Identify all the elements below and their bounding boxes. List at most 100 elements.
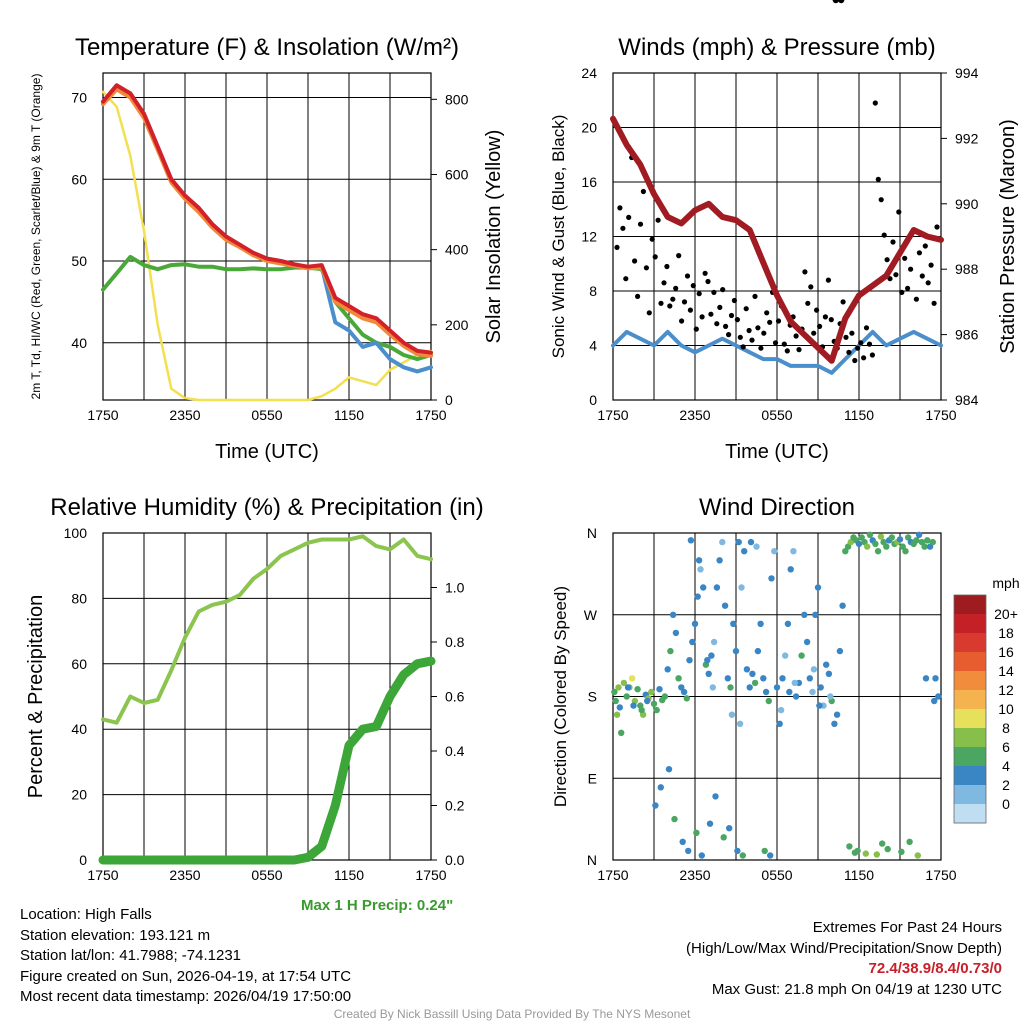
wind-ytick-label: 0 <box>589 392 597 408</box>
humidity-precip-panel: 0 20 40 60 80 100 0.0 0.2 0.4 0.6 0.8 1.0 1750 2350 05… <box>25 494 484 883</box>
colorbar-label: 16 <box>998 644 1014 660</box>
dir-point <box>630 702 637 709</box>
dir-xtick-label: 1750 <box>925 867 956 883</box>
wind-gust-point <box>902 255 908 261</box>
colorbar-swatch <box>954 633 986 653</box>
location-text: Location: High Falls <box>20 906 152 923</box>
dir-point <box>665 766 673 773</box>
dir-point <box>628 675 636 682</box>
dir-point <box>812 611 819 618</box>
wind-gust-point <box>931 300 937 306</box>
dir-point <box>921 543 928 550</box>
wind-yrtick-label: 990 <box>955 196 979 212</box>
wind-gust-point <box>893 272 899 278</box>
extremes-subtitle: (High/Low/Max Wind/Precipitation/Snow De… <box>686 939 1002 957</box>
colorbar-label: 12 <box>998 682 1014 698</box>
wind-gust-point <box>743 306 749 312</box>
dir-point <box>710 638 718 646</box>
wind-gust-point <box>881 232 887 238</box>
wind-gust-point <box>793 333 799 339</box>
wind-gust-point <box>661 280 667 286</box>
wind-ytick-label: 4 <box>589 338 597 354</box>
dir-ylabel: Direction (Colored By Speed) <box>551 586 570 807</box>
rh-series-precipitation <box>98 656 436 865</box>
wind-gust-point <box>919 273 925 279</box>
wind-ytick-label: 20 <box>581 120 597 136</box>
temperature-panel: 40 50 60 70 0 200 400 600 800 1750 2350 0550 1150 175… <box>29 34 505 463</box>
wind-ytick-label: 8 <box>589 283 597 299</box>
dir-point <box>902 548 909 555</box>
dir-point <box>896 536 904 543</box>
dir-ytick-label: W <box>584 607 598 623</box>
wind-gust-point <box>679 318 685 324</box>
dir-point <box>855 540 863 548</box>
dir-point <box>777 706 785 714</box>
dir-point <box>708 652 715 659</box>
temp-yrtick-label: 600 <box>445 166 469 182</box>
dir-point <box>768 575 775 582</box>
wind-gust-point <box>764 310 770 316</box>
wind-gust-point <box>884 257 890 263</box>
wind-xtick-label: 0550 <box>761 407 792 423</box>
dir-point <box>825 670 833 677</box>
temp-title: Temperature (F) & Insolation (W/m²) <box>75 34 459 61</box>
wind-title: Winds (mph) & Pressure (mb) <box>618 34 935 61</box>
dir-point <box>765 697 772 705</box>
dir-point <box>773 684 781 691</box>
dir-point <box>739 852 746 859</box>
wind-gust-point <box>646 310 652 316</box>
colorbar-label: 0 <box>1002 796 1010 812</box>
wind-gust-point <box>890 239 896 245</box>
dir-point <box>751 679 759 687</box>
wind-yrtick-label: 994 <box>955 65 979 81</box>
dir-xtick-label: 1150 <box>844 867 874 883</box>
dir-point <box>746 684 753 691</box>
elevation-text: Station elevation: 193.121 m <box>20 926 211 944</box>
wind-gust-point <box>761 330 767 336</box>
wind-gust-point <box>737 334 743 340</box>
wind-gust-point <box>758 345 764 351</box>
wind-xtick-label: 2350 <box>679 407 710 423</box>
rh-series-relative-humidity <box>101 534 433 725</box>
rh-ylabel: Percent & Precipitation <box>25 595 47 798</box>
dir-point <box>664 666 671 673</box>
rh-ytick-label: 0 <box>79 852 87 868</box>
temp-yrtick-label: 400 <box>445 242 469 258</box>
dir-point <box>712 793 719 800</box>
dir-point <box>762 688 770 696</box>
dir-point <box>929 538 936 546</box>
dir-point <box>836 647 844 655</box>
colorbar-label: 6 <box>1002 739 1010 755</box>
dir-title: Wind Direction <box>699 494 855 521</box>
dir-point <box>898 848 905 855</box>
wind-gust-point <box>726 332 732 338</box>
dir-point <box>700 584 707 591</box>
temp-xlabel: Time (UTC) <box>215 441 319 463</box>
rh-ytick-label: 40 <box>71 721 87 737</box>
dir-point <box>838 0 845 4</box>
dir-point <box>675 675 682 682</box>
temp-ytick-label: 70 <box>71 90 87 106</box>
dir-point <box>686 657 693 664</box>
colorbar-label: 4 <box>1002 758 1010 774</box>
wind-gust-point <box>808 284 814 290</box>
rh-yrtick-label: 0.6 <box>445 689 465 705</box>
wind-ytick-label: 12 <box>581 229 597 245</box>
latlon-text: Station lat/lon: 41.7988; -74.1231 <box>20 947 242 964</box>
wind-gust-point <box>681 299 688 305</box>
dir-point <box>730 620 737 627</box>
dir-ytick-label: E <box>588 770 597 786</box>
dir-point <box>661 693 669 700</box>
dir-point <box>689 638 696 646</box>
dir-point <box>915 531 923 538</box>
colorbar-label: 18 <box>998 625 1014 641</box>
rh-yrtick-label: 0.0 <box>445 852 465 868</box>
wind-gust-point <box>922 243 928 249</box>
wind-gust-point <box>723 323 729 329</box>
colorbar-label: 14 <box>998 663 1014 679</box>
rh-title: Relative Humidity (%) & Precipitation (i… <box>50 494 483 521</box>
dir-point <box>687 537 695 544</box>
dir-point <box>653 706 660 714</box>
wind-gust-point <box>670 296 676 302</box>
wind-ylabel-right: Station Pressure (Maroon) <box>997 119 1019 354</box>
